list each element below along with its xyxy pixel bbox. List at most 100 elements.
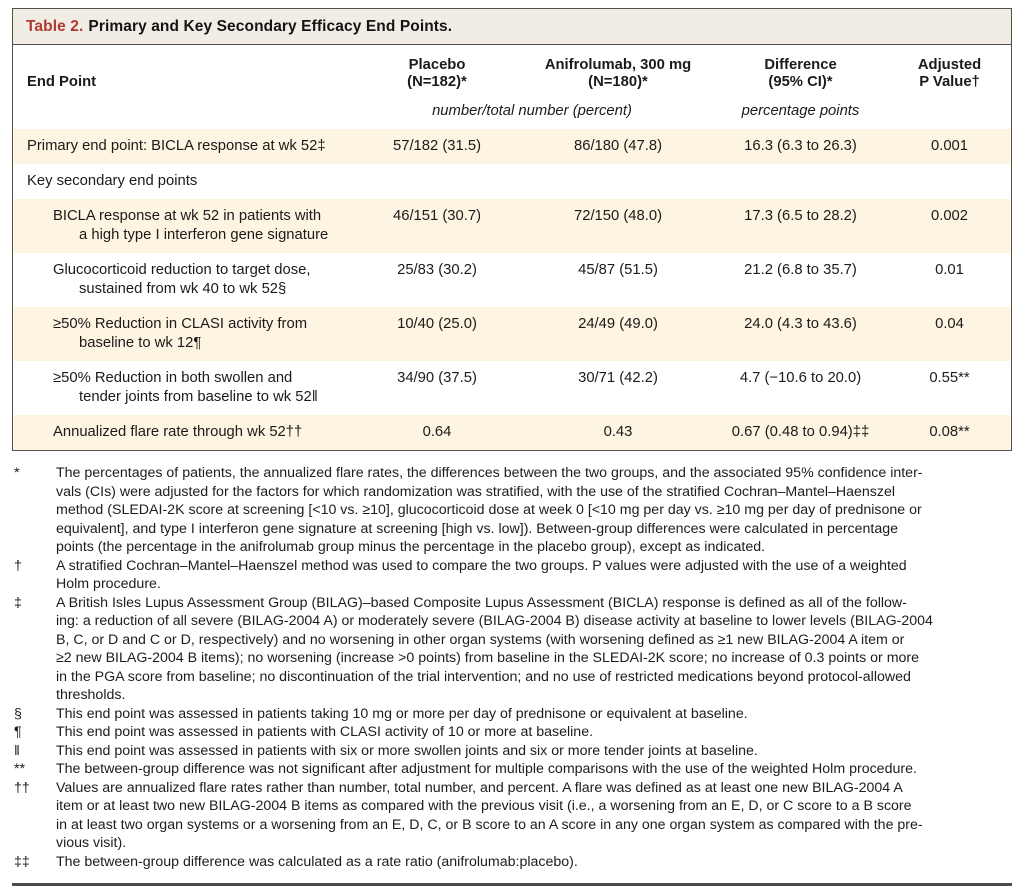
col-header-line: End Point xyxy=(27,74,97,90)
anifrolumab-value: 86/180 (47.8) xyxy=(573,138,663,154)
table-title-bar: Table 2. Primary and Key Secondary Effica… xyxy=(13,9,1011,45)
end-point-label-line: Annualized flare rate through wk 52†† xyxy=(53,424,303,440)
col-header-end-point: End Point xyxy=(13,74,351,91)
col-header-anifrolumab: Anifrolumab, 300 mg (N=180)* xyxy=(523,57,713,91)
footnote-line: vious visit). xyxy=(56,835,127,851)
footnote-line: item or at least two new BILAG-2004 B it… xyxy=(56,798,912,814)
footnote: ** The between-group difference was not s… xyxy=(14,760,1012,779)
footnote-line: ≥2 new BILAG-2004 B items); no worsening… xyxy=(56,650,920,666)
footnote-line: vals (CIs) were adjusted for the factors… xyxy=(56,483,896,500)
table-number: Table 2. xyxy=(26,18,84,35)
col-header-line: Anifrolumab, 300 mg xyxy=(544,57,692,73)
end-point-label-line: Key secondary end points xyxy=(27,173,198,189)
footnote-marker: ¶ xyxy=(14,724,22,740)
table-row: BICLA response at wk 52 in patients with… xyxy=(13,199,1011,253)
end-point-cell: Annualized flare rate through wk 52†† xyxy=(13,415,351,450)
footnote-marker: †† xyxy=(14,779,30,796)
col-header-line: (N=182)* xyxy=(407,74,467,90)
footnote-text: Values are annualized flare rates rather… xyxy=(56,779,1012,853)
difference-value: 24.0 (4.3 to 43.6) xyxy=(744,316,857,332)
footnote-text: A British Isles Lupus Assessment Group (… xyxy=(56,594,1012,705)
difference-value: 21.2 (6.8 to 35.7) xyxy=(744,262,857,278)
units-label-counts: number/total number (percent) xyxy=(432,103,632,119)
p-value: 0.04 xyxy=(935,316,964,332)
anifrolumab-value: 0.43 xyxy=(603,424,633,440)
col-header-line: Adjusted xyxy=(917,57,982,73)
difference-value xyxy=(713,164,888,199)
end-point-cell: ≥50% Reduction in both swollen and tender… xyxy=(13,361,351,415)
footnote-line: points (the percentage in the anifroluma… xyxy=(56,539,766,555)
footnote-line: The between-group difference was calcula… xyxy=(56,853,578,870)
footnote-line: A stratified Cochran–Mantel–Haenszel met… xyxy=(56,557,907,574)
footnote-line: The percentages of patients, the annuali… xyxy=(56,465,923,481)
p-value xyxy=(888,164,1011,199)
end-point-label-line: ≥50% Reduction in CLASI activity from xyxy=(53,316,308,332)
placebo-value: 10/40 (25.0) xyxy=(397,316,477,332)
footnote-text: The between-group difference was not sig… xyxy=(56,760,1012,779)
placebo-value: 25/83 (30.2) xyxy=(397,262,477,278)
journal-table-figure: Table 2. Primary and Key Secondary Effica… xyxy=(12,8,1012,886)
table-row: Annualized flare rate through wk 52†† 0.6… xyxy=(13,415,1011,450)
footnote-line: This end point was assessed in patients … xyxy=(56,742,758,759)
footnote-marker: ‡‡ xyxy=(14,853,30,870)
units-label-difference: percentage points xyxy=(741,103,860,119)
difference-value: 17.3 (6.5 to 28.2) xyxy=(744,208,857,224)
footnote-marker: ‡ xyxy=(14,594,22,611)
footnote-line: in the PGA score from baseline; no disco… xyxy=(56,668,911,685)
table-row: Glucocorticoid reduction to target dose,… xyxy=(13,253,1011,307)
anifrolumab-value xyxy=(523,164,713,199)
footnote-line: equivalent], and type I interferon gene … xyxy=(56,520,899,537)
table-body: Primary end point: BICLA response at wk … xyxy=(13,129,1011,450)
footnote-line: The between-group difference was not sig… xyxy=(56,761,917,777)
footnote-text: This end point was assessed in patients … xyxy=(56,705,1012,724)
footnote-marker: ** xyxy=(14,761,26,777)
end-point-cell: Primary end point: BICLA response at wk … xyxy=(13,129,351,164)
footnote-marker: † xyxy=(14,557,22,574)
end-point-cell: Key secondary end points xyxy=(13,164,351,199)
footnote: § This end point was assessed in patients… xyxy=(14,705,1012,724)
table-units-row: number/total number (percent) percentage … xyxy=(13,91,1011,129)
anifrolumab-value: 24/49 (49.0) xyxy=(578,316,658,332)
end-point-label-line: ≥50% Reduction in both swollen and xyxy=(53,370,293,386)
footnote: †† Values are annualized flare rates rath… xyxy=(14,779,1012,853)
placebo-value xyxy=(351,164,523,199)
end-point-cell: Glucocorticoid reduction to target dose,… xyxy=(13,253,351,307)
table-row: Primary end point: BICLA response at wk … xyxy=(13,129,1011,164)
difference-value: 16.3 (6.3 to 26.3) xyxy=(744,138,857,154)
col-header-line: (95% CI)* xyxy=(768,74,833,90)
col-header-line: Placebo xyxy=(408,57,466,73)
footnote-line: This end point was assessed in patients … xyxy=(56,705,748,722)
footnote: ‡‡ The between-group difference was calcu… xyxy=(14,853,1012,872)
p-value: 0.08** xyxy=(929,424,970,440)
placebo-value: 0.64 xyxy=(422,424,452,440)
end-point-label-line: sustained from wk 40 to wk 52§ xyxy=(79,281,287,297)
table-box: Table 2. Primary and Key Secondary Effica… xyxy=(12,8,1012,451)
end-point-cell: ≥50% Reduction in CLASI activity from bas… xyxy=(13,307,351,361)
footnote-line: Values are annualized flare rates rather… xyxy=(56,779,903,796)
table-header-row: End Point Placebo (N=182)* Anifrolumab, 300… xyxy=(13,45,1011,91)
footnote: * The percentages of patients, the annual… xyxy=(14,464,1012,557)
col-header-line: Difference xyxy=(764,57,837,73)
footnote-text: The percentages of patients, the annuali… xyxy=(56,464,1012,557)
footnote-line: in at least two organ systems or a worse… xyxy=(56,816,923,833)
footnote-marker: * xyxy=(14,465,20,481)
placebo-value: 57/182 (31.5) xyxy=(392,138,482,154)
footnote-text: This end point was assessed in patients … xyxy=(56,742,1012,761)
end-point-label-line: baseline to wk 12¶ xyxy=(79,335,202,351)
difference-value: 4.7 (−10.6 to 20.0) xyxy=(739,370,862,386)
table-row: ≥50% Reduction in CLASI activity from bas… xyxy=(13,307,1011,361)
footnote: ‡ A British Isles Lupus Assessment Group … xyxy=(14,594,1012,705)
anifrolumab-value: 30/71 (42.2) xyxy=(578,370,658,386)
footnote-text: This end point was assessed in patients … xyxy=(56,723,1012,742)
footnote-line: B, C, or D and C or D, respectively) and… xyxy=(56,631,905,648)
end-point-label-line: Primary end point: BICLA response at wk … xyxy=(27,138,326,154)
placebo-value: 34/90 (37.5) xyxy=(397,370,477,386)
footnote-marker: § xyxy=(14,705,22,722)
footnote-line: A British Isles Lupus Assessment Group (… xyxy=(56,594,907,611)
footnote: ‖ This end point was assessed in patients… xyxy=(14,742,1012,761)
anifrolumab-value: 45/87 (51.5) xyxy=(578,262,658,278)
footnote-line: ing: a reduction of all severe (BILAG-20… xyxy=(56,613,933,629)
table-row: Key secondary end points xyxy=(13,164,1011,199)
col-header-line: P Value† xyxy=(919,74,980,90)
p-value: 0.01 xyxy=(935,262,964,278)
